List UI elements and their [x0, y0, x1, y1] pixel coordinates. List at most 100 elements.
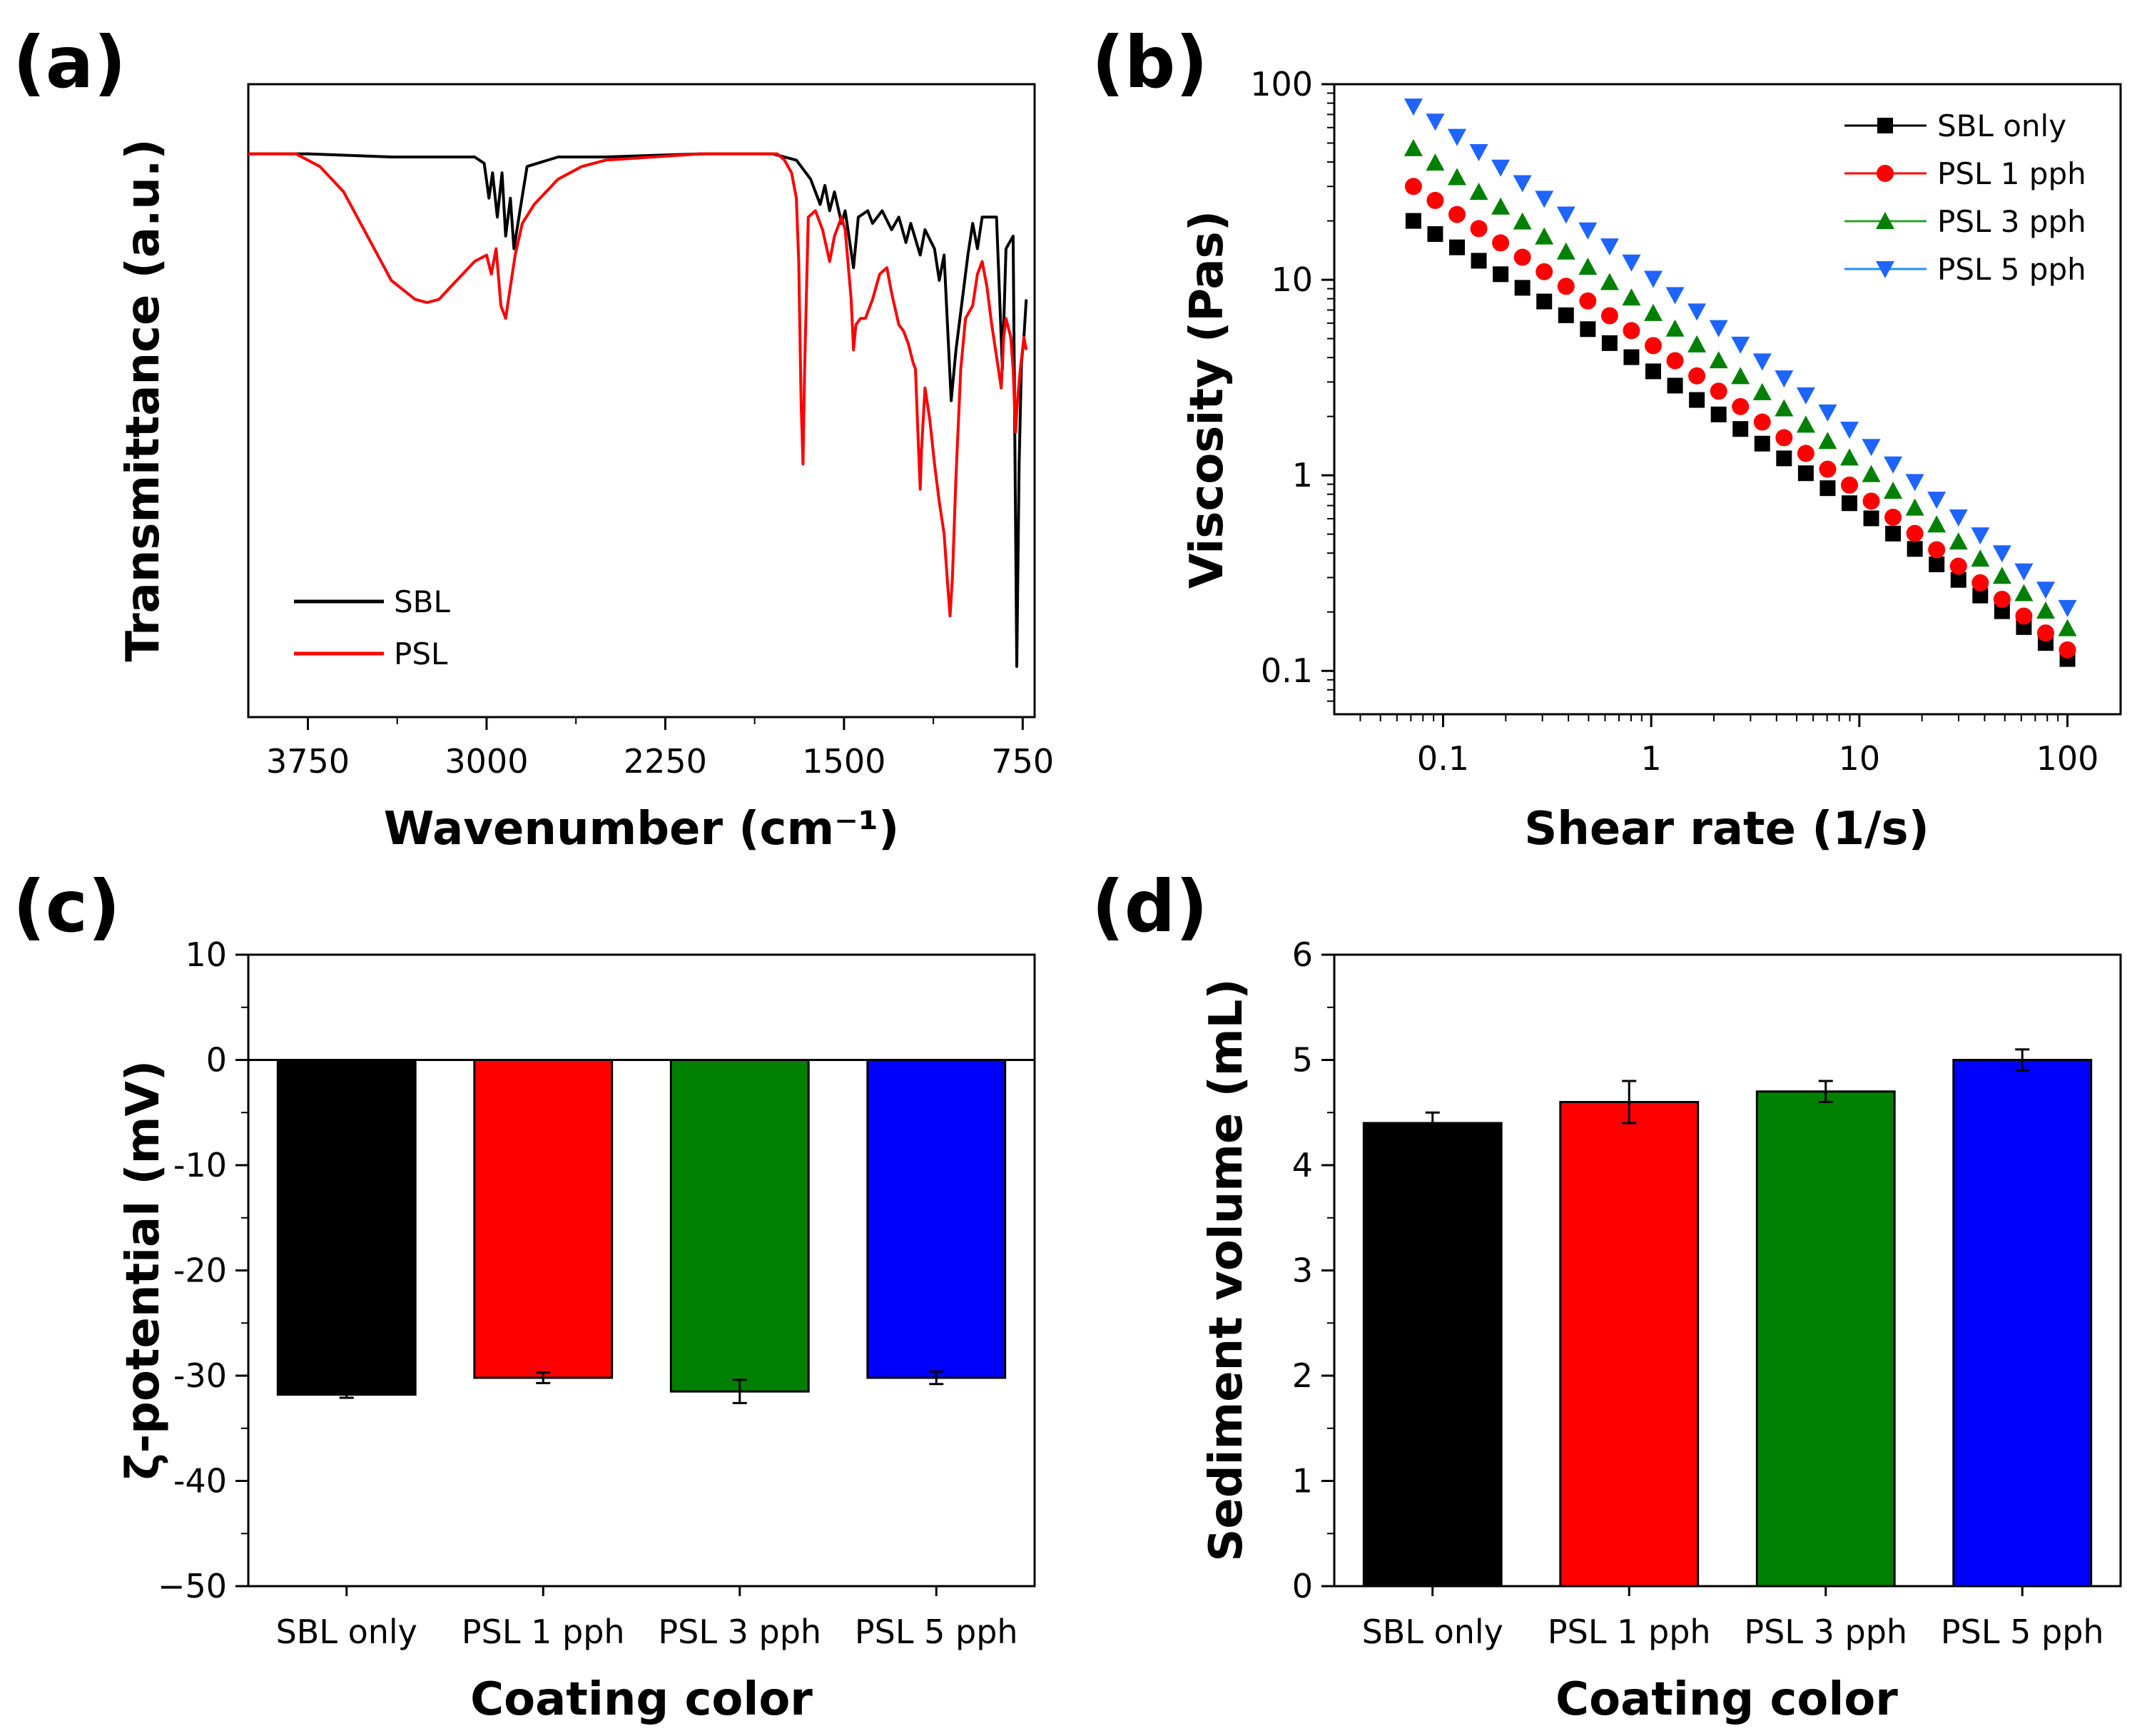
data-point: [1623, 349, 1640, 365]
y-tick-label: -10: [173, 1146, 227, 1184]
data-point: [1578, 222, 1598, 240]
x-tick-label-a: 1500: [802, 742, 885, 781]
legend-marker: [1876, 212, 1894, 229]
bar-psl-3-pph: [669, 1059, 810, 1393]
data-point: [1578, 258, 1598, 275]
y-axis-title-a: Transmittance (a.u.): [117, 138, 170, 661]
data-point: [2058, 599, 2077, 617]
data-point: [1645, 337, 1663, 355]
data-point: [1557, 278, 1575, 295]
y-tick-label: -40: [173, 1462, 227, 1501]
data-point: [1839, 448, 1859, 466]
data-point: [1732, 397, 1750, 415]
data-point: [1752, 353, 1772, 371]
data-point: [1426, 191, 1444, 209]
data-point: [1709, 320, 1728, 337]
data-point: [1687, 303, 1707, 321]
data-point: [1818, 404, 1837, 422]
x-axis-title-d: Coating color: [1555, 1673, 1898, 1726]
legend-a: SBL PSL: [294, 584, 450, 671]
data-point: [1513, 175, 1532, 193]
sediment-volume-chart: 0 1 2 3 4 5 6 SBL only PSL 1 pph PSL 3 pph PSL 5 …: [1200, 935, 2122, 1726]
legend-marker: [1877, 165, 1894, 182]
plot-frame-b: [1333, 83, 2122, 716]
data-point: [1885, 525, 1902, 542]
data-point: [1819, 460, 1837, 478]
y-tick-label: 4: [1292, 1146, 1313, 1184]
data-point: [1971, 574, 1989, 592]
series-psl-5-pph: [1403, 98, 2077, 617]
y-tick-label: 1: [1292, 1462, 1313, 1501]
panel-label-a: (a): [13, 21, 126, 104]
bar-psl-5-pph: [1952, 1059, 2093, 1588]
x-tick-label-b: 10: [1839, 739, 1881, 778]
y-tick-label: 10: [185, 935, 227, 974]
data-point: [1403, 98, 1423, 116]
data-point: [1665, 287, 1685, 305]
data-point: [1927, 515, 1946, 533]
data-point: [1993, 591, 2011, 609]
data-point: [1580, 321, 1596, 337]
data-point: [1906, 524, 1924, 542]
data-point: [1710, 406, 1727, 422]
data-point: [1492, 234, 1510, 252]
data-point: [1556, 206, 1575, 224]
x-tick-label-a: 750: [991, 742, 1054, 781]
data-point: [1841, 495, 1857, 512]
data-point: [1535, 227, 1554, 245]
data-point: [1535, 191, 1554, 208]
data-point: [1797, 445, 1814, 462]
data-point: [1927, 492, 1946, 509]
data-point: [1644, 303, 1663, 321]
data-point: [1731, 367, 1750, 385]
data-point: [1776, 450, 1792, 467]
category-label: PSL 3 pph: [658, 1613, 821, 1651]
bar-sbl-only: [1362, 1122, 1503, 1588]
x-tick-label-a: 3000: [445, 742, 528, 781]
data-point: [1775, 370, 1794, 388]
series-psl-1-pph: [1404, 178, 2076, 659]
bar-sbl-only: [276, 1059, 417, 1396]
data-point: [1949, 532, 1968, 550]
data-point: [1471, 253, 1487, 269]
legend-marker: [1876, 261, 1894, 278]
category-label: PSL 5 pph: [855, 1613, 1018, 1651]
data-point: [1992, 545, 2011, 563]
data-point: [1426, 153, 1445, 171]
data-point: [1884, 456, 1903, 474]
y-tick-label: −50: [158, 1567, 227, 1605]
data-point: [1665, 319, 1685, 337]
y-tick-label: -20: [173, 1252, 227, 1290]
x-tick-label-a: 2250: [624, 742, 707, 781]
spectrum-line-psl: [248, 152, 1028, 618]
data-point: [1536, 293, 1553, 310]
y-tick-label-b: 0.1: [1261, 651, 1313, 690]
data-point: [1536, 263, 1553, 280]
data-point: [2059, 641, 2076, 659]
y-tick-label: 2: [1292, 1356, 1313, 1395]
panel-label-b: (b): [1092, 21, 1208, 104]
y-axis-title-d: Sediment volume (mL): [1200, 978, 1253, 1561]
data-point: [1905, 474, 1924, 492]
ftir-chart: 3750 3000 2250 1500 750 Wavenumber (cm⁻¹) Tr…: [117, 83, 1054, 856]
data-point: [1862, 439, 1881, 457]
data-point: [1689, 392, 1705, 408]
y-tick-label: 6: [1292, 935, 1313, 974]
data-point: [1949, 509, 1968, 527]
data-point: [1840, 476, 1858, 494]
category-label: PSL 3 pph: [1744, 1613, 1907, 1651]
x-axis-title-c: Coating color: [470, 1673, 813, 1726]
data-point: [2058, 619, 2077, 636]
y-tick-label: 5: [1292, 1041, 1313, 1080]
data-point: [1622, 254, 1641, 272]
data-point: [1404, 178, 1422, 196]
data-point: [1753, 413, 1771, 431]
data-point: [1601, 335, 1618, 351]
data-point: [1929, 556, 1945, 572]
legend-b: SBL only PSL 1 pph PSL 3 pph PSL 5 pph: [1844, 108, 2086, 287]
data-point: [1710, 382, 1727, 400]
x-tick-label-b: 0.1: [1417, 739, 1469, 778]
category-label: PSL 1 pph: [462, 1613, 625, 1651]
data-point: [1556, 242, 1575, 260]
data-point: [1558, 307, 1574, 323]
